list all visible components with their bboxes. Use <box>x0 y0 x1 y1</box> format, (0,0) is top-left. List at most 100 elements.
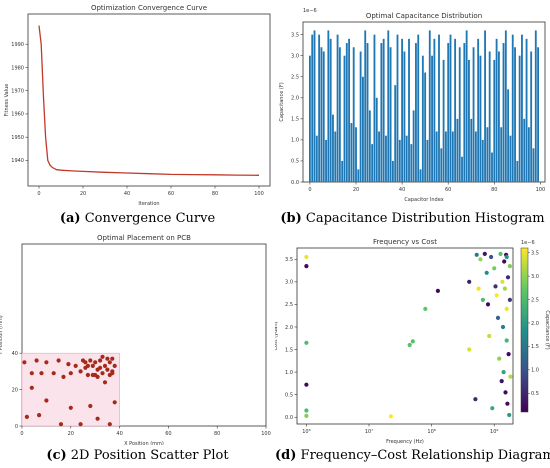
y-tick-label: 1990 <box>11 42 24 48</box>
frequency-cost-point <box>504 306 509 311</box>
capacitance-bar <box>461 156 463 182</box>
frequency-cost-point <box>478 257 483 262</box>
capacitor-point <box>107 422 112 427</box>
capacitance-bar <box>509 135 512 182</box>
y-axis-label: Capacitance (F) <box>279 82 285 121</box>
capacitance-bar <box>518 55 521 182</box>
capacitance-bar <box>521 34 523 182</box>
caption-b-letter: (b) <box>280 211 302 226</box>
capacitance-bar <box>495 38 498 183</box>
y-tick-label: 3.0 <box>291 53 299 59</box>
capacitor-point <box>68 371 73 376</box>
frequency-cost-point <box>504 254 509 260</box>
x-tick-label: 60 <box>168 191 174 197</box>
capacitance-bar <box>415 43 417 182</box>
x-tick-label: 40 <box>124 191 130 197</box>
frequency-cost-point <box>482 251 487 256</box>
capacitance-bar <box>431 55 433 182</box>
capacitance-bar <box>362 76 364 182</box>
frequency-cost-point <box>480 297 485 302</box>
y-tick-label: 2.5 <box>291 75 299 81</box>
frequency-cost-point <box>467 347 472 352</box>
capacitance-bar <box>463 43 466 182</box>
capacitance-bar <box>352 47 355 183</box>
frequency-cost-point <box>304 408 309 413</box>
capacitance-bar <box>368 110 371 182</box>
capacitance-bar <box>387 30 390 183</box>
capacitance-bar <box>458 47 461 183</box>
capacitor-point <box>93 360 98 365</box>
capacitance-bar <box>315 135 318 182</box>
capacitance-bar <box>421 55 424 182</box>
chart-title: Optimal Placement on PCB <box>97 234 191 242</box>
capacitance-bar <box>426 139 429 182</box>
frequency-cost-point <box>503 390 508 395</box>
y-tick-label: 2.0 <box>291 96 299 102</box>
capacitance-bar <box>523 118 526 182</box>
capacitance-bar <box>357 169 360 182</box>
capacitance-bar <box>479 55 482 182</box>
frequency-cost-point <box>507 264 512 269</box>
x-tick-label: 10⁶ <box>302 429 310 435</box>
capacitance-bar <box>465 30 468 183</box>
capacitance-bar <box>332 114 334 182</box>
capacitance-bar <box>373 34 376 182</box>
capacitance-bar <box>348 38 351 183</box>
capacitance-bar <box>525 38 528 183</box>
capacitor-point <box>112 363 117 368</box>
capacitance-bar <box>484 30 486 183</box>
y-tick-label: 2.5 <box>285 302 293 308</box>
capacitor-point <box>34 358 39 363</box>
capacitance-bar <box>366 43 369 182</box>
colorbar-tick-label: 3.5 <box>531 250 539 256</box>
capacitance-bar <box>334 131 337 182</box>
capacitance-bar <box>514 47 516 183</box>
y-tick-label: 1940 <box>11 158 24 164</box>
capacitor-point <box>110 356 115 361</box>
plot-area <box>27 13 271 187</box>
capacitance-bar <box>398 139 401 182</box>
capacitor-point <box>83 360 88 365</box>
frequency-cost-point <box>493 284 498 289</box>
colorbar-scale-label: 1e−6 <box>521 240 535 246</box>
y-tick-label: 1.0 <box>285 370 293 376</box>
caption-a-text: Convergence Curve <box>84 211 216 226</box>
capacitance-bar <box>355 127 357 182</box>
y-tick-label: 1980 <box>11 65 24 71</box>
y-tick-label: 0.0 <box>291 180 299 186</box>
colorbar-tick-label: 3.0 <box>531 274 539 280</box>
capacitance-bar <box>534 30 537 183</box>
caption-c: (c) 2D Position Scatter Plot <box>0 448 275 463</box>
capacitance-bar <box>470 118 473 182</box>
capacitor-point <box>105 356 110 361</box>
x-tick-label: 20 <box>68 431 74 437</box>
colorbar-tick-label: 0.5 <box>531 391 539 397</box>
x-tick-label: 10⁹ <box>490 429 498 435</box>
placement-scatter-chart: Optimal Placement on PCB X Position (mm) Y… <box>0 234 271 445</box>
y-tick-label: 20 <box>12 387 18 393</box>
y-tick-label: 1.5 <box>285 347 293 353</box>
capacitor-point <box>112 400 117 405</box>
capacitance-bar <box>375 97 378 182</box>
y-tick-label: 1970 <box>11 89 24 95</box>
capacitance-bar <box>382 38 385 183</box>
capacitance-bar <box>419 169 422 182</box>
capacitor-point <box>29 385 34 390</box>
capacitor-point <box>44 360 49 365</box>
y-tick-label: 0.0 <box>285 415 293 421</box>
capacitance-bar <box>313 30 316 183</box>
capacitance-histogram: Optimal Capacitance Distribution Capacito… <box>279 8 546 203</box>
capacitance-bar <box>435 131 438 182</box>
capacitance-bar <box>318 34 321 182</box>
y-tick-label: 0 <box>15 424 18 430</box>
frequency-cost-point <box>495 315 501 320</box>
capacitance-bar <box>507 89 510 182</box>
capacitor-point <box>73 363 78 368</box>
capacitance-bar <box>456 118 459 182</box>
capacitance-bar <box>488 51 491 182</box>
caption-c-text: 2D Position Scatter Plot <box>70 448 229 463</box>
capacitor-point <box>29 371 34 376</box>
capacitor-point <box>78 422 83 427</box>
frequency-cost-chart: Frequency vs Cost Frequency (Hz) Cost (yua… <box>275 238 550 445</box>
x-tick-label: 80 <box>212 191 218 197</box>
